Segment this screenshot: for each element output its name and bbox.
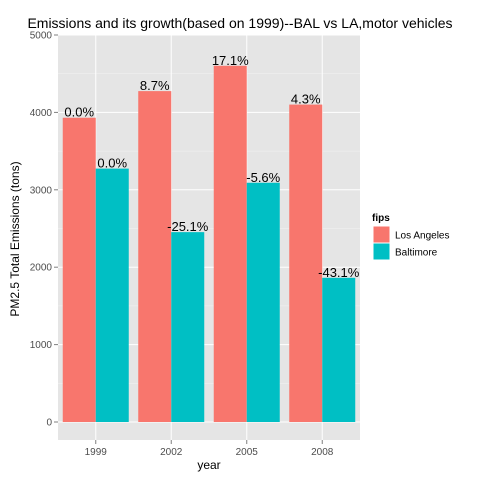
data-label-baltimore: -5.6% xyxy=(246,170,280,185)
legend-title: fips xyxy=(372,213,390,224)
legend-label-baltimore: Baltimore xyxy=(395,248,438,259)
bar-baltimore xyxy=(95,168,129,422)
x-tick-label: 2002 xyxy=(160,447,183,458)
bar-los-angeles xyxy=(62,117,96,422)
y-axis: 0 1000 2000 3000 4000 5000 xyxy=(30,31,58,429)
y-tick-label: 1000 xyxy=(30,340,53,351)
legend-key-baltimore xyxy=(372,242,391,261)
chart-title: Emissions and its growth(based on 1999)-… xyxy=(27,15,452,31)
bar-baltimore xyxy=(246,182,280,422)
y-tick-label: 4000 xyxy=(30,108,53,119)
bars xyxy=(62,65,356,423)
data-label-los-angeles: 17.1% xyxy=(212,53,249,68)
y-tick-label: 0 xyxy=(46,418,52,429)
y-tick-label: 5000 xyxy=(30,31,53,42)
data-label-baltimore: -25.1% xyxy=(167,219,209,234)
data-label-los-angeles: 0.0% xyxy=(64,105,94,120)
legend-label-los-angeles: Los Angeles xyxy=(395,231,450,242)
legend-key-los-angeles xyxy=(372,225,391,244)
data-label-baltimore: 0.0% xyxy=(97,156,127,171)
y-tick-label: 3000 xyxy=(30,185,53,196)
y-tick-label: 2000 xyxy=(30,263,53,274)
x-tick-label: 2005 xyxy=(236,447,259,458)
x-axis-title: year xyxy=(197,458,220,472)
data-label-los-angeles: 8.7% xyxy=(140,78,170,93)
bar-los-angeles xyxy=(289,104,323,422)
data-label-los-angeles: 4.3% xyxy=(291,92,321,107)
data-labels: 0.0% 8.7% 17.1% 4.3% 0.0% -25.1% -5.6% -43.1% xyxy=(64,53,359,280)
bar-los-angeles xyxy=(213,65,247,422)
legend: fips Los Angeles Baltimore xyxy=(372,213,450,261)
bar-los-angeles xyxy=(138,91,172,423)
bar-baltimore xyxy=(171,232,205,422)
data-label-baltimore: -43.1% xyxy=(318,265,360,280)
x-tick-label: 2008 xyxy=(311,447,334,458)
x-tick-label: 1999 xyxy=(85,447,108,458)
x-axis: 1999 2002 2005 2008 xyxy=(85,440,334,458)
bar-baltimore xyxy=(322,277,356,422)
y-axis-title: PM2.5 Total Emissions (tons) xyxy=(8,161,22,316)
